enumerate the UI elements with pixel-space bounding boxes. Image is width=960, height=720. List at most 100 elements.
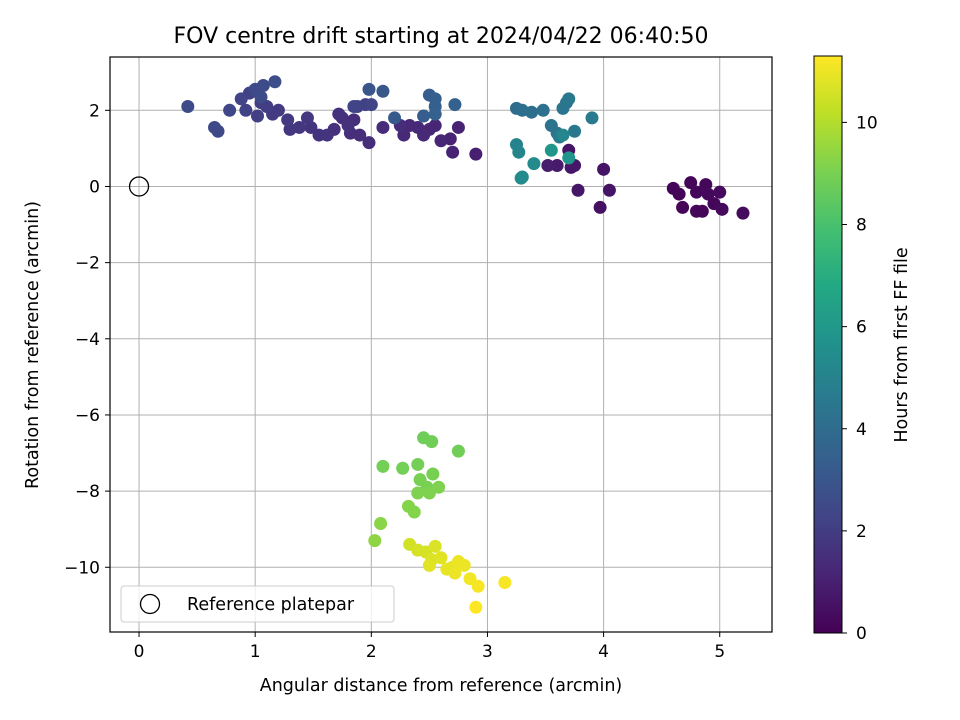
legend-marker-open-circle — [139, 593, 161, 615]
x-axis-ticks: 0 1 2 3 4 5 — [134, 632, 725, 662]
scatter-point — [417, 109, 431, 123]
y-tick-label: −4 — [75, 330, 100, 350]
y-tick-label: −6 — [75, 406, 100, 426]
scatter-point — [736, 206, 750, 220]
scatter-point — [362, 136, 376, 150]
scatter-point — [525, 105, 539, 119]
colorbar-tick-label: 2 — [856, 522, 867, 542]
scatter-point — [234, 92, 248, 106]
scatter-point — [541, 159, 555, 173]
x-tick-label: 1 — [250, 642, 261, 662]
scatter-point — [597, 162, 611, 176]
scatter-point — [181, 100, 195, 114]
scatter-point — [300, 111, 314, 125]
legend: Reference platepar — [120, 585, 395, 623]
scatter-point — [376, 459, 390, 473]
scatter-point — [556, 128, 570, 142]
colorbar-tick-label: 8 — [856, 216, 867, 236]
colorbar-label: Hours from first FF file — [892, 247, 912, 442]
x-tick-label: 0 — [134, 642, 145, 662]
scatter-point — [514, 171, 528, 185]
y-tick-label: −8 — [75, 482, 100, 502]
reference-marker — [128, 176, 150, 197]
scatter-point — [254, 90, 268, 104]
x-tick-label: 3 — [482, 642, 493, 662]
scatter-point — [256, 79, 270, 93]
scatter-point — [426, 467, 440, 481]
scatter-point — [695, 204, 709, 218]
scatter-point — [364, 98, 378, 112]
reference-platepar-point — [128, 176, 150, 197]
scatter-point — [332, 107, 346, 121]
scatter-point — [527, 157, 541, 171]
scatter-point — [396, 461, 410, 475]
scatter-point — [407, 505, 421, 519]
scatter-point — [602, 183, 616, 197]
colorbar-tick-label: 10 — [856, 113, 878, 133]
scatter-point — [451, 444, 465, 458]
y-axis-label: Rotation from reference (arcmin) — [23, 201, 43, 489]
y-tick-label: −2 — [75, 254, 100, 274]
scatter-point — [713, 185, 727, 199]
scatter-point — [223, 103, 237, 117]
scatter-point — [368, 534, 382, 548]
scatter-point — [403, 119, 417, 133]
scatter-point — [250, 109, 264, 123]
scatter-point — [463, 572, 477, 586]
scatter-point — [593, 200, 607, 214]
scatter-point — [434, 551, 448, 565]
scatter-point — [469, 147, 483, 161]
scatter-point — [239, 103, 253, 117]
scatter-point — [428, 107, 442, 121]
scatter-point — [715, 202, 729, 216]
y-tick-label: −10 — [64, 558, 100, 578]
scatter-point — [544, 143, 558, 157]
scatter-point — [571, 183, 585, 197]
scatter-point — [562, 92, 576, 106]
scatter-point — [568, 124, 582, 138]
x-axis-label: Angular distance from reference (arcmin) — [260, 676, 623, 696]
legend-label: Reference platepar — [187, 595, 355, 615]
scatter-point — [585, 111, 599, 125]
scatter-point — [428, 539, 442, 553]
scatter-points — [181, 75, 750, 614]
scatter-point — [208, 120, 222, 134]
scatter-point — [701, 187, 715, 201]
scatter-point — [471, 579, 485, 593]
scatter-point — [411, 457, 425, 471]
scatter-point — [498, 575, 512, 589]
scatter-point — [457, 558, 471, 572]
legend-box — [120, 585, 395, 623]
scatter-point — [672, 187, 686, 201]
scatter-point — [536, 103, 550, 117]
y-tick-label: 2 — [89, 101, 100, 121]
x-tick-label: 4 — [598, 642, 609, 662]
scatter-point — [676, 200, 690, 214]
scatter-point — [362, 82, 376, 96]
scatter-point — [411, 486, 425, 500]
scatter-point — [374, 516, 388, 530]
scatter-point — [434, 134, 448, 148]
scatter-point — [446, 145, 460, 159]
colorbar-tick-label: 6 — [856, 318, 867, 338]
scatter-point — [469, 600, 483, 614]
colorbar-gradient — [813, 55, 843, 634]
plot-frame — [109, 56, 773, 633]
x-tick-label: 5 — [714, 642, 725, 662]
scatter-point — [512, 145, 526, 159]
scatter-point — [422, 486, 436, 500]
scatter-point — [550, 159, 564, 173]
scatter-point — [684, 176, 698, 190]
colorbar-tick-label: 4 — [856, 420, 867, 440]
scatter-point — [312, 128, 326, 142]
scatter-point — [347, 100, 361, 114]
scatter-point — [432, 480, 446, 494]
scatter-point — [268, 75, 282, 89]
scatter-point — [425, 435, 439, 449]
colorbar-ticks: 0 2 4 6 8 10 — [842, 113, 878, 644]
colorbar-tick-label: 0 — [856, 624, 867, 644]
scatter-point — [376, 120, 390, 134]
y-axis-ticks: 2 0 −2 −4 −6 −8 −10 — [64, 101, 110, 578]
chart-title: FOV centre drift starting at 2024/04/22 … — [174, 24, 709, 49]
